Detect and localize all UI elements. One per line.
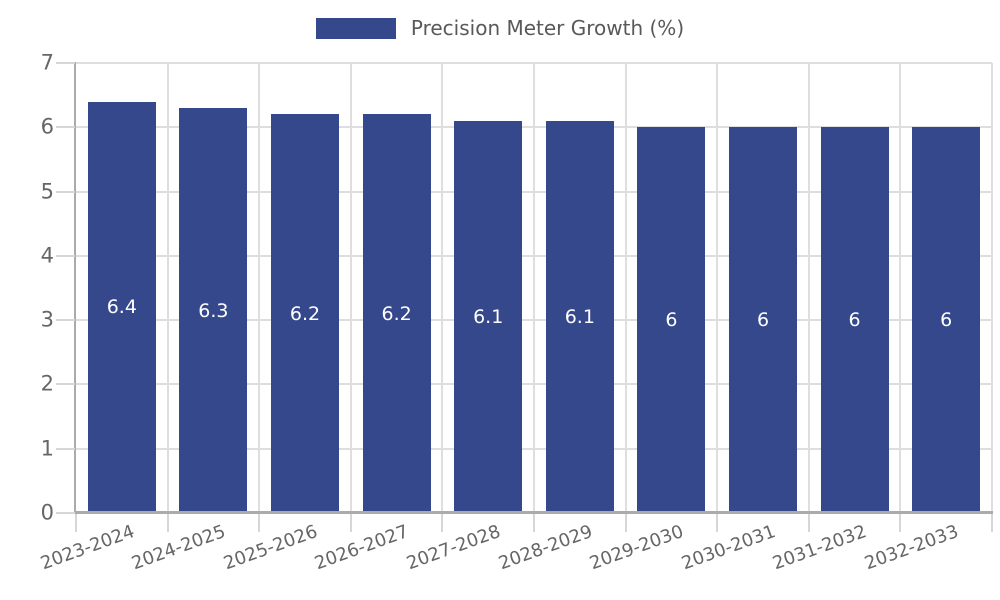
y-tick-mark <box>56 254 75 257</box>
bar: 6 <box>637 127 706 513</box>
x-tick-mark <box>533 514 535 532</box>
y-tick-mark <box>56 62 75 64</box>
y-tick-label: 7 <box>40 50 54 75</box>
x-tick-label: 2031-2032 <box>770 521 870 575</box>
bar: 6.2 <box>362 114 431 513</box>
x-tick-mark <box>991 514 993 532</box>
y-tick-mark <box>56 190 75 193</box>
x-tick-mark <box>716 514 719 532</box>
x-tick-label: 2029-2030 <box>587 521 687 575</box>
bar: 6 <box>912 127 981 513</box>
y-tick-mark <box>56 383 75 386</box>
bar-value-label: 6.2 <box>381 302 412 325</box>
bar-value-label: 6 <box>848 309 861 332</box>
y-tick-label: 3 <box>40 307 54 332</box>
vertical-gridline <box>807 63 810 513</box>
vertical-gridline <box>349 63 352 513</box>
bar-value-label: 6.2 <box>289 302 321 325</box>
x-tick-mark <box>899 514 902 532</box>
legend-label: Precision Meter Growth (%) <box>410 16 685 40</box>
x-tick-label: 2030-2031 <box>678 521 779 575</box>
bar: 6.1 <box>545 120 614 513</box>
y-tick-mark <box>56 319 75 322</box>
x-tick-mark <box>624 514 627 532</box>
legend-swatch <box>315 17 396 39</box>
x-tick-mark <box>441 514 444 532</box>
x-tick-mark <box>75 514 77 532</box>
y-tick-label: 2 <box>40 371 54 396</box>
bar-value-label: 6.3 <box>198 299 229 322</box>
bar-value-label: 6 <box>940 309 953 332</box>
bar-value-label: 6.1 <box>473 305 504 328</box>
bar-value-label: 6 <box>665 309 678 332</box>
vertical-gridline <box>258 63 261 513</box>
vertical-gridline <box>716 63 719 513</box>
y-axis-line <box>74 62 76 514</box>
x-tick-mark <box>258 514 261 532</box>
y-tick-label: 4 <box>40 243 54 268</box>
bar: 6.2 <box>271 114 339 513</box>
bar-value-label: 6 <box>756 309 770 332</box>
x-tick-mark <box>166 514 169 532</box>
y-tick-label: 1 <box>40 436 54 461</box>
x-tick-label: 2025-2026 <box>220 521 321 575</box>
y-tick-mark <box>56 126 75 129</box>
x-tick-label: 2027-2028 <box>403 521 504 575</box>
x-axis-line <box>74 511 993 514</box>
y-tick-label: 6 <box>40 114 54 139</box>
bar-value-label: 6.4 <box>106 296 137 319</box>
y-tick-label: 5 <box>40 179 54 204</box>
y-tick-label: 0 <box>40 500 54 525</box>
vertical-gridline <box>441 63 444 513</box>
bar: 6.1 <box>454 120 523 513</box>
x-tick-label: 2032-2033 <box>861 521 962 575</box>
x-tick-label: 2028-2029 <box>495 521 595 575</box>
legend: Precision Meter Growth (%) <box>0 16 1000 40</box>
bar: 6 <box>729 127 797 513</box>
vertical-gridline <box>166 63 169 513</box>
x-tick-label: 2024-2025 <box>129 521 229 575</box>
x-tick-mark <box>807 514 810 532</box>
vertical-gridline <box>991 63 993 513</box>
bar-value-label: 6.1 <box>564 305 595 328</box>
vertical-gridline <box>899 63 902 513</box>
x-tick-mark <box>349 514 352 532</box>
y-tick-mark <box>56 512 75 514</box>
x-tick-label: 2023-2024 <box>37 521 137 575</box>
plot-area: 6.4 6.3 6.2 6.2 6.1 6.1 6 6 6 6 <box>76 62 993 513</box>
x-tick-label: 2026-2027 <box>312 521 412 575</box>
vertical-gridline <box>624 63 627 513</box>
bar: 6.3 <box>179 108 248 513</box>
bar: 6.4 <box>87 101 156 513</box>
bar: 6 <box>820 127 889 513</box>
vertical-gridline <box>533 63 535 513</box>
y-tick-mark <box>56 447 75 450</box>
